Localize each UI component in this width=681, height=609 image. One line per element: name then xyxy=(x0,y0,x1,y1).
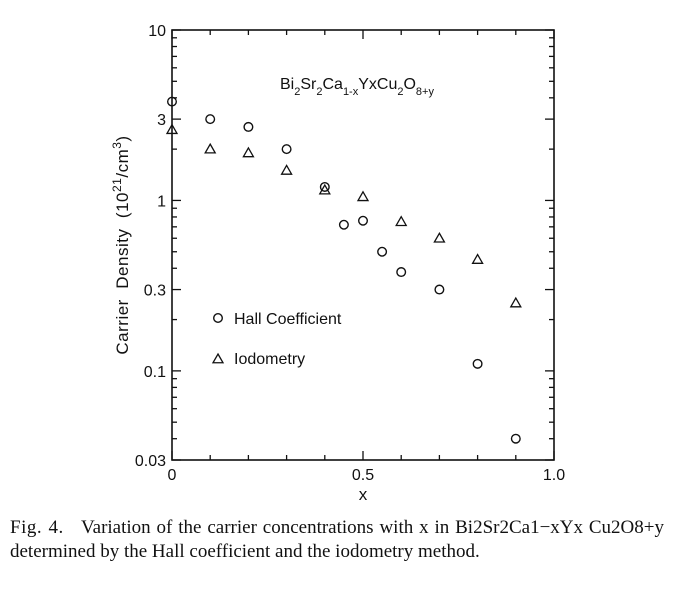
title-subscript: 2 xyxy=(316,86,322,98)
hall-coefficient-point xyxy=(205,114,216,125)
x-tick-label: 1.0 xyxy=(543,467,565,484)
hall-coefficient-point xyxy=(166,96,177,107)
y-tick-label: 1 xyxy=(157,193,166,210)
hall-coefficient-point xyxy=(243,121,254,132)
hall-coefficient-point xyxy=(434,284,445,295)
iodometry-point xyxy=(165,123,179,135)
plot-frame xyxy=(171,29,555,461)
hall-coefficient-point xyxy=(319,181,330,192)
title-element: Yx xyxy=(358,76,377,93)
y-tick-label: 0.03 xyxy=(135,453,166,470)
title-element: O xyxy=(403,76,415,93)
iodometry-point xyxy=(433,231,446,243)
legend-iodometry-label: Iodometry xyxy=(234,351,305,368)
hall-coefficient-point xyxy=(377,246,388,257)
legend-iodometry-marker xyxy=(211,352,225,364)
ylabel-text: Carrier Density (10 xyxy=(113,192,132,355)
y-tick-label: 10 xyxy=(148,23,166,40)
title-subscript: 8+y xyxy=(416,86,435,98)
ylabel-text: ) xyxy=(113,135,132,141)
title-subscript: 2 xyxy=(294,86,300,98)
title-element: Sr xyxy=(300,76,317,93)
data-points xyxy=(165,96,522,444)
iodometry-point xyxy=(280,164,293,175)
x-axis-label: x xyxy=(359,485,368,504)
x-tick-label: 0 xyxy=(168,467,177,484)
title-subscript: 1-x xyxy=(343,86,359,98)
x-tick-label: 0.5 xyxy=(352,467,374,484)
title-element: Ca xyxy=(322,76,343,93)
y-tick-label: 0.3 xyxy=(144,283,166,300)
ylabel-superscript: 3 xyxy=(110,142,124,149)
hall-coefficient-point xyxy=(510,433,521,444)
hall-coefficient-point xyxy=(358,215,369,226)
y-axis-label: Carrier Density (1021/cm3) xyxy=(110,135,132,354)
iodometry-point xyxy=(395,215,408,227)
iodometry-point xyxy=(509,296,522,308)
y-tick-label: 3 xyxy=(157,112,166,129)
hall-coefficient-point xyxy=(281,144,292,155)
title-subscript: 2 xyxy=(397,86,403,98)
title-element: Bi xyxy=(280,76,294,93)
ylabel-text: /cm xyxy=(113,149,132,178)
y-tick-label: 0.1 xyxy=(144,364,166,381)
iodometry-point xyxy=(356,190,370,202)
tick-labels: 0.03 0.1 0.3 1 3 10 0 0.5 1.0 xyxy=(135,23,565,484)
legend-hall-marker xyxy=(212,313,223,324)
iodometry-point xyxy=(204,142,217,154)
chart-title: Bi2Sr2Ca1-xYxCu2O8+y xyxy=(280,76,434,98)
ylabel-superscript: 21 xyxy=(110,178,124,192)
title-element: Cu xyxy=(377,76,397,93)
hall-coefficient-point xyxy=(472,358,483,369)
figure-caption: Fig. 4. Variation of the carrier concent… xyxy=(10,516,664,564)
caption-label: Fig. 4. xyxy=(10,517,64,538)
hall-coefficient-point xyxy=(396,267,407,278)
legend-hall-label: Hall Coefficient xyxy=(234,311,342,328)
iodometry-point xyxy=(242,146,255,158)
caption-text: Variation of the carrier concentrations … xyxy=(10,517,664,562)
iodometry-point xyxy=(471,253,484,264)
axis-ticks xyxy=(171,29,555,461)
iodometry-point xyxy=(318,183,331,195)
legend: Hall Coefficient Iodometry xyxy=(211,311,342,368)
hall-coefficient-point xyxy=(338,219,349,230)
